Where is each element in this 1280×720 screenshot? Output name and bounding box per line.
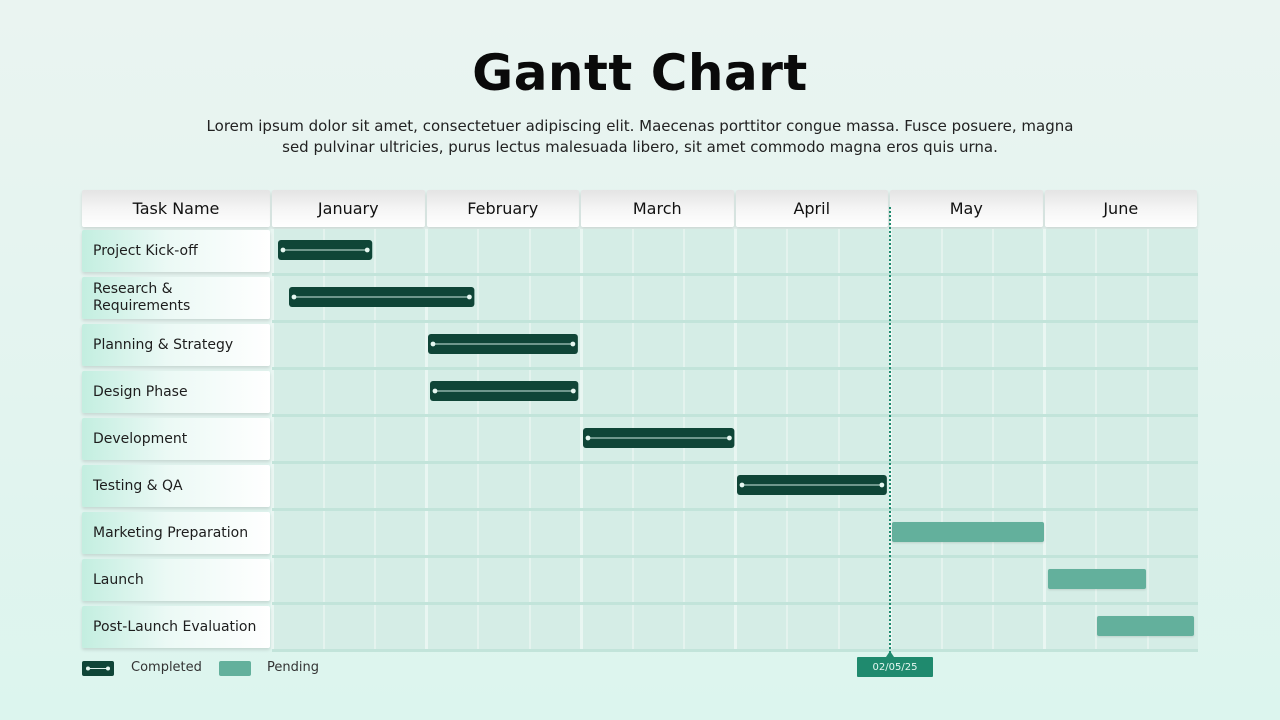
grid-row-line xyxy=(272,414,1198,417)
task-bar-completed xyxy=(429,381,578,401)
grid-row-line xyxy=(272,273,1198,276)
task-name-cell: Launch xyxy=(82,559,270,601)
task-bar-completed xyxy=(288,287,475,307)
grid-vline xyxy=(1095,229,1097,649)
grid-row-line xyxy=(272,367,1198,370)
current-date-badge: 02/05/25 xyxy=(857,657,933,677)
legend-completed-swatch xyxy=(82,661,114,676)
grid-row-line xyxy=(272,602,1198,605)
grid-vline xyxy=(270,229,274,649)
grid-vline xyxy=(940,229,943,649)
grid-row-line xyxy=(272,555,1198,558)
grid-vline xyxy=(1043,229,1046,649)
grid-row-line xyxy=(272,320,1198,323)
task-name-cell: Post-Launch Evaluation xyxy=(82,606,270,648)
grid-row-line xyxy=(272,508,1198,511)
grid-vline xyxy=(322,229,325,649)
legend-pending-swatch xyxy=(219,661,251,676)
task-name-cell: Research & Requirements xyxy=(82,277,270,319)
page-subtitle: Lorem ipsum dolor sit amet, consectetuer… xyxy=(206,117,1074,156)
grid-vline xyxy=(528,229,531,649)
legend-pending-label: Pending xyxy=(267,660,319,675)
task-bar-pending xyxy=(891,522,1045,542)
grid-row-line xyxy=(272,461,1198,464)
month-header-june: June xyxy=(1044,190,1197,227)
grid-row-line xyxy=(272,649,1198,652)
header-task-name: Task Name xyxy=(82,190,270,227)
page-title: Gantt Chart xyxy=(472,44,808,102)
current-date-pointer xyxy=(886,651,894,657)
task-name-cell: Marketing Preparation xyxy=(82,512,270,554)
task-name-cell: Planning & Strategy xyxy=(82,324,270,366)
task-name-cell: Project Kick-off xyxy=(82,230,270,272)
task-bar-completed xyxy=(582,428,734,448)
task-name-cell: Testing & QA xyxy=(82,465,270,507)
task-bar-completed xyxy=(278,240,373,260)
grid-vline xyxy=(374,229,376,649)
grid-vline xyxy=(992,229,994,649)
month-header-april: April xyxy=(735,190,888,227)
month-header-february: February xyxy=(426,190,579,227)
task-name-cell: Design Phase xyxy=(82,371,270,413)
legend-completed-label: Completed xyxy=(131,660,202,675)
month-header-may: May xyxy=(890,190,1043,227)
task-bar-completed xyxy=(428,334,578,354)
grid-vline xyxy=(1146,229,1149,649)
current-date-line xyxy=(889,207,891,657)
grid-vline xyxy=(477,229,479,649)
task-bar-completed xyxy=(737,475,887,495)
grid-vline xyxy=(734,229,737,649)
task-bar-pending xyxy=(1097,616,1195,636)
month-header-march: March xyxy=(581,190,734,227)
grid-vline xyxy=(786,229,788,649)
grid-vline xyxy=(425,229,428,649)
grid-vline xyxy=(837,229,840,649)
task-bar-pending xyxy=(1047,569,1147,589)
month-header-january: January xyxy=(272,190,425,227)
task-name-cell: Development xyxy=(82,418,270,460)
grid-vline xyxy=(579,229,583,649)
